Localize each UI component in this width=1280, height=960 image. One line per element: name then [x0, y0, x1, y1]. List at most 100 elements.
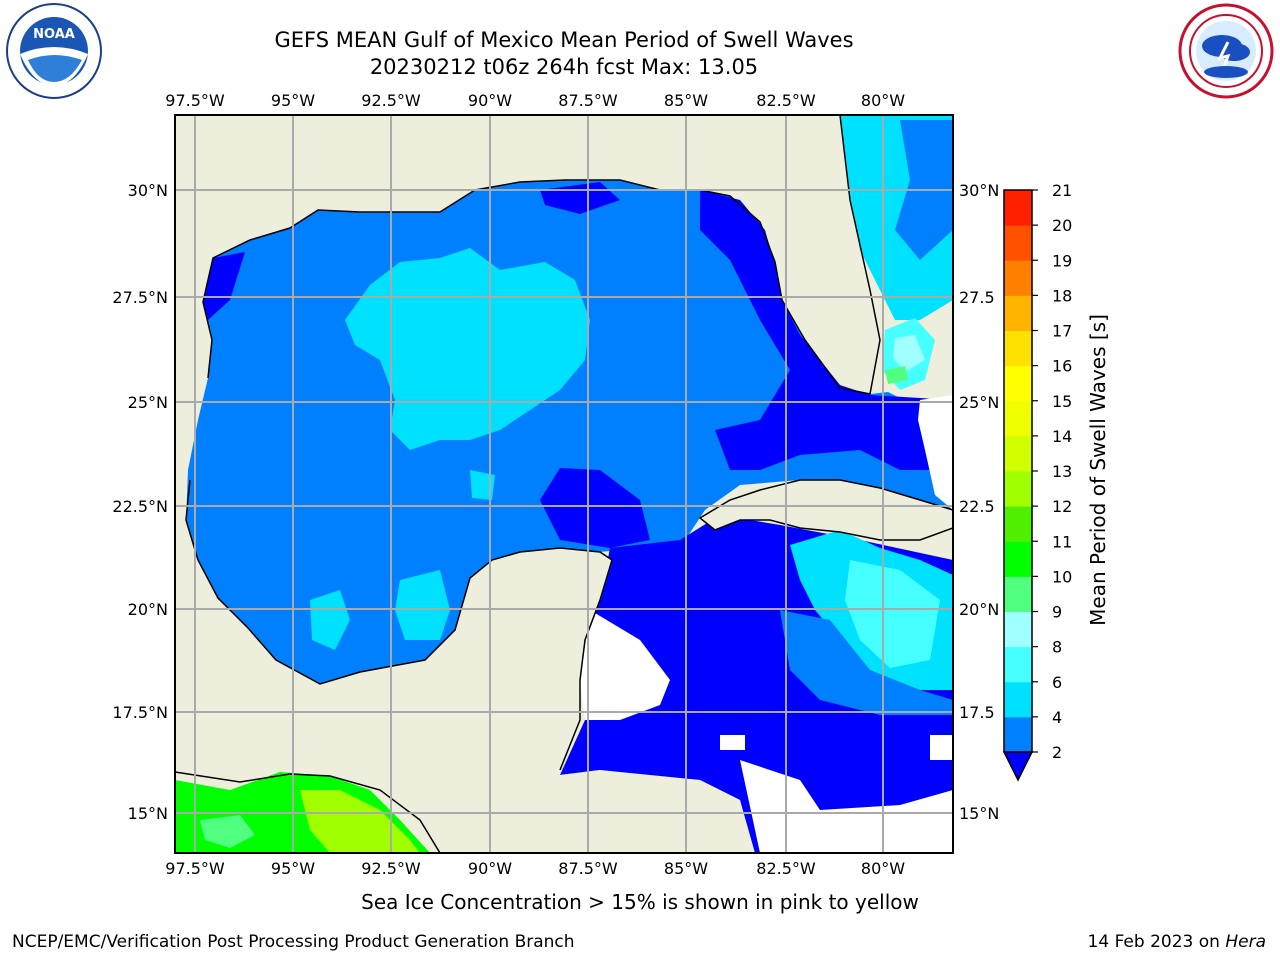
lat-label-left: 25°N: [128, 393, 168, 412]
lon-label-top: 95°W: [271, 91, 315, 110]
lat-label-left: 27.5°N: [112, 288, 168, 307]
colorbar-tick-label: 10: [1052, 567, 1072, 586]
colorbar-tick-label: 20: [1052, 216, 1072, 235]
colorbar-tick-label: 14: [1052, 427, 1072, 446]
colorbar: 2 4 6 8 9 10 11 12 13 14 15 16 17 18 19 20 21: [1002, 181, 1072, 782]
colorbar-segment: [1004, 190, 1032, 226]
lat-label-left: 30°N: [128, 181, 168, 200]
colorbar-tick-label: 9: [1052, 603, 1062, 622]
lat-label-left: 20°N: [128, 600, 168, 619]
lon-label-bottom: 80°W: [861, 859, 905, 878]
colorbar-tick-label: 6: [1052, 673, 1062, 692]
lat-label-right: 30°N: [959, 181, 999, 200]
no-data-region-south: [740, 760, 953, 853]
honduras-land: [520, 770, 755, 853]
colorbar-extend-arrow: [1002, 751, 1034, 782]
lon-label-top: 90°W: [468, 91, 512, 110]
colorbar-tick-label: 12: [1052, 497, 1072, 516]
lon-label-bottom: 90°W: [468, 859, 512, 878]
pacific-lightgreen-patch: [200, 815, 255, 848]
sea-ice-note: Sea Ice Concentration > 15% is shown in …: [361, 890, 919, 914]
lat-label-right: 27.5: [959, 288, 995, 307]
lon-label-bottom: 95°W: [271, 859, 315, 878]
colorbar-tick-label: 4: [1052, 708, 1062, 727]
colorbar-label: Mean Period of Swell Waves [s]: [1086, 314, 1110, 626]
colorbar-segment: [1004, 576, 1032, 612]
colorbar-tick-label: 21: [1052, 181, 1072, 200]
lon-label-bottom: 87.5°W: [558, 859, 618, 878]
colorbar-segment: [1004, 225, 1032, 261]
nws-logo: [1178, 3, 1274, 99]
colorbar-tick-label: 18: [1052, 286, 1072, 305]
lat-label-right: 25°N: [959, 393, 999, 412]
lon-label-top: 85°W: [664, 91, 708, 110]
pacific-coastline: [175, 771, 441, 853]
colorbar-segment: [1004, 365, 1032, 402]
yucatan-channel-dark-patch: [540, 468, 650, 548]
bay-of-campeche-cyan-patch: [395, 570, 450, 640]
texas-coast-dark-patch: [203, 252, 245, 320]
colorbar-tick-label: 19: [1052, 251, 1072, 270]
colorbar-segment: [1004, 716, 1032, 753]
map-area: [175, 115, 953, 853]
colorbar-segment: [1004, 611, 1032, 648]
colorbar-segment: [1004, 681, 1032, 718]
colorbar-segment: [1004, 471, 1032, 507]
colorbar-tick-label: 11: [1052, 532, 1072, 551]
colorbar-segment: [1004, 506, 1032, 542]
bahamas-green-patch: [885, 366, 908, 384]
no-data-region-honduras: [580, 610, 670, 720]
no-data-region-east: [918, 395, 953, 510]
colorbar-tick-label: 13: [1052, 462, 1072, 481]
colorbar-tick-label: 15: [1052, 392, 1072, 411]
bahamas-light-patch: [893, 335, 925, 372]
lon-label-top: 82.5°W: [756, 91, 816, 110]
lat-label-left: 15°N: [128, 804, 168, 823]
noaa-logo-text: NOAA: [33, 27, 75, 42]
footer-producer: NCEP/EMC/Verification Post Processing Pr…: [12, 932, 575, 952]
gulf-eastern-dark-band: [700, 190, 953, 470]
lat-label-right: 22.5: [959, 497, 995, 516]
graticule: [175, 115, 953, 853]
lat-label-left: 17.5°N: [112, 703, 168, 722]
colorbar-tick-label: 17: [1052, 322, 1072, 341]
colorbar-segment: [1004, 260, 1032, 296]
colorbar-tick-label: 2: [1052, 743, 1062, 762]
no-data-spot: [720, 735, 745, 750]
lat-label-left: 22.5°N: [112, 497, 168, 516]
lat-label-right: 20°N: [959, 600, 999, 619]
map-frame: [174, 114, 954, 854]
colorbar-tick-label: 8: [1052, 638, 1062, 657]
caribbean-light-cyan-patch: [845, 560, 940, 668]
noaa-logo: NOAA: [6, 3, 102, 99]
colorbar-segment: [1004, 330, 1032, 367]
footer-date-text: 14 Feb 2023 on: [1087, 932, 1220, 952]
lon-label-bottom: 97.5°W: [165, 859, 225, 878]
lat-label-right: 17.5: [959, 703, 995, 722]
chart-title: GEFS MEAN Gulf of Mexico Mean Period of …: [274, 28, 854, 52]
lon-label-top: 97.5°W: [165, 91, 225, 110]
lat-label-right: 15°N: [959, 804, 999, 823]
north-coastline: [202, 115, 881, 395]
colorbar-tick-label: 16: [1052, 357, 1072, 376]
colorbar-segment: [1004, 541, 1032, 577]
lon-label-bottom: 85°W: [664, 859, 708, 878]
colorbar-segment: [1004, 400, 1032, 437]
central-gulf-cyan-region: [345, 248, 590, 450]
lon-label-top: 92.5°W: [361, 91, 421, 110]
lon-label-bottom: 92.5°W: [361, 859, 421, 878]
colorbar-segment: [1004, 295, 1032, 331]
colorbar-segment: [1004, 435, 1032, 472]
no-data-spot-2: [930, 735, 953, 760]
caribbean-blue-patch: [780, 610, 953, 715]
lon-label-bottom: 82.5°W: [756, 859, 816, 878]
colorbar-segment: [1004, 646, 1032, 683]
lon-label-top: 80°W: [861, 91, 905, 110]
west-gulf-cyan-patch: [310, 590, 350, 650]
footer-date: 14 Feb 2023 on Hera: [1088, 932, 1266, 952]
chart-subtitle: 20230212 t06z 264h fcst Max: 13.05: [369, 55, 759, 79]
lon-label-top: 87.5°W: [558, 91, 618, 110]
footer-host: Hera: [1225, 932, 1266, 952]
gulf-cyan-spot: [470, 470, 495, 500]
